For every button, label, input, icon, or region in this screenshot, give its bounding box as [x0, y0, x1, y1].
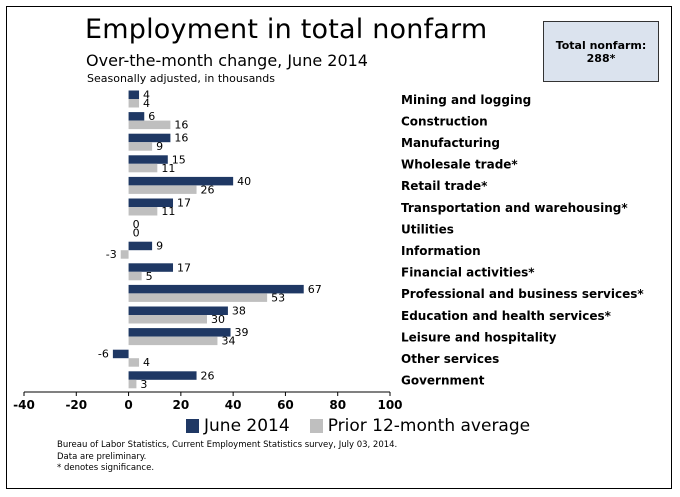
bar-june-2014: [112, 349, 129, 359]
footnote-preliminary: Data are preliminary.: [57, 451, 147, 462]
data-label-june-2014: 17: [177, 197, 191, 210]
total-nonfarm-callout: Total nonfarm: 288*: [543, 21, 659, 82]
category-label: Utilities: [401, 222, 454, 236]
data-label-june-2014: 4: [143, 89, 150, 102]
legend-swatch-prior-average: [309, 419, 323, 433]
data-label-june-2014: 67: [308, 283, 322, 296]
category-label: Professional and business services*: [401, 287, 644, 301]
data-label-prior-average: -3: [106, 248, 117, 261]
data-label-june-2014: 38: [232, 305, 246, 318]
category-label: Government: [401, 374, 485, 388]
data-label-prior-average: 11: [161, 162, 175, 175]
category-label: Mining and logging: [401, 93, 531, 107]
x-tick-label: -20: [65, 398, 87, 412]
bar-prior-average: [120, 250, 129, 259]
category-label: Retail trade*: [401, 179, 488, 193]
data-label-june-2014: 15: [172, 153, 186, 166]
bar-june-2014: [128, 176, 234, 186]
source-footnote: Bureau of Labor Statistics, Current Empl…: [57, 440, 397, 475]
x-tick-label: 20: [173, 398, 190, 412]
bar-prior-average: [128, 99, 140, 108]
legend-label-june-2014: June 2014: [204, 416, 290, 436]
category-label: Manufacturing: [401, 136, 500, 150]
data-label-june-2014: 0: [133, 218, 140, 231]
bar-june-2014: [128, 328, 231, 337]
category-label: Leisure and hospitality: [401, 330, 557, 344]
category-label: Transportation and warehousing*: [401, 201, 628, 215]
data-label-prior-average: 3: [140, 378, 147, 391]
category-label: Information: [401, 244, 481, 258]
x-tick-label: 0: [124, 398, 132, 412]
data-label-prior-average: 11: [161, 205, 175, 218]
chart-legend: June 2014 Prior 12-month average: [186, 416, 550, 436]
bar-june-2014: [128, 241, 153, 251]
data-label-prior-average: 53: [271, 291, 285, 304]
bar-june-2014: [128, 133, 171, 143]
bar-prior-average: [128, 120, 171, 130]
data-label-june-2014: 39: [235, 326, 249, 339]
data-label-prior-average: 0: [133, 227, 140, 240]
data-label-prior-average: 34: [221, 335, 235, 348]
chart-frame: [6, 6, 672, 489]
x-tick-label: -40: [13, 398, 35, 412]
data-label-prior-average: 30: [211, 313, 225, 326]
bar-june-2014: [128, 284, 304, 294]
data-label-prior-average: 9: [156, 140, 163, 153]
footnote-significance: * denotes significance.: [57, 463, 155, 473]
category-label: Other services: [401, 352, 499, 366]
bar-june-2014: [128, 155, 168, 164]
bar-prior-average: [128, 293, 268, 302]
bar-prior-average: [128, 185, 197, 194]
x-tick-label: 80: [329, 398, 346, 412]
category-label: Construction: [401, 114, 488, 128]
bar-june-2014: [128, 306, 228, 315]
category-label: Education and health services*: [401, 309, 612, 323]
bar-prior-average: [128, 358, 140, 367]
bar-prior-average: [128, 142, 153, 151]
bar-june-2014: [128, 112, 145, 121]
chart-title: Employment in total nonfarm: [85, 14, 488, 45]
data-label-prior-average: 4: [143, 356, 150, 369]
data-label-june-2014: 16: [174, 132, 188, 145]
bar-june-2014: [128, 90, 140, 99]
category-label: Financial activities*: [401, 266, 535, 280]
data-label-june-2014: 9: [156, 240, 163, 253]
data-label-prior-average: 26: [201, 183, 215, 196]
legend-item-prior-average: Prior 12-month average: [309, 416, 531, 436]
data-label-prior-average: 5: [146, 270, 153, 283]
category-label: Wholesale trade*: [401, 158, 518, 172]
x-tick-label: 100: [377, 398, 402, 412]
bar-june-2014: [128, 263, 174, 272]
bar-june-2014: [128, 198, 174, 207]
data-label-june-2014: 6: [148, 110, 155, 123]
chart-units-note: Seasonally adjusted, in thousands: [87, 72, 275, 85]
callout-label: Total nonfarm:: [555, 38, 647, 52]
data-label-june-2014: 17: [177, 261, 191, 274]
callout-value: 288*: [586, 51, 616, 65]
data-label-prior-average: 4: [143, 97, 150, 110]
x-tick-label: 60: [277, 398, 294, 412]
x-tick-label: 40: [225, 398, 242, 412]
legend-label-prior-average: Prior 12-month average: [327, 416, 531, 436]
legend-swatch-june-2014: [186, 419, 199, 433]
bar-prior-average: [128, 163, 158, 173]
bar-prior-average: [128, 379, 137, 389]
chart-subtitle: Over-the-month change, June 2014: [86, 51, 368, 70]
bar-prior-average: [128, 207, 158, 216]
data-label-prior-average: 16: [174, 119, 188, 132]
bar-prior-average: [128, 315, 207, 324]
bar-prior-average: [128, 271, 142, 281]
data-label-june-2014: 26: [201, 369, 215, 382]
data-label-june-2014: 40: [237, 175, 251, 188]
legend-item-june-2014: June 2014: [186, 416, 290, 436]
data-label-june-2014: -6: [98, 348, 109, 361]
footnote-source: Bureau of Labor Statistics, Current Empl…: [57, 440, 398, 450]
bar-prior-average: [128, 336, 218, 346]
bar-june-2014: [128, 371, 197, 380]
